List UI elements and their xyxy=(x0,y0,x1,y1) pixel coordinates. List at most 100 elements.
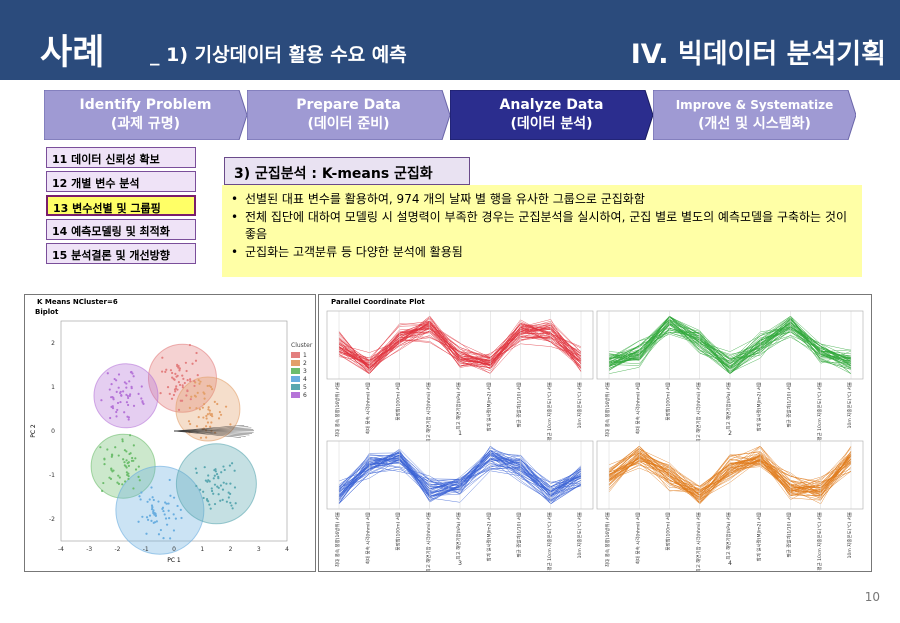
data-point xyxy=(210,487,213,490)
data-point xyxy=(175,385,178,388)
data-point xyxy=(125,382,128,385)
data-point xyxy=(182,377,185,380)
data-point xyxy=(188,378,192,381)
biplot-ray xyxy=(173,425,245,432)
data-point xyxy=(115,410,118,414)
data-point xyxy=(161,356,164,359)
data-point xyxy=(159,528,163,532)
data-point xyxy=(121,440,124,443)
step-prepare-data[interactable]: Prepare Data (데이터 준비) xyxy=(247,90,450,140)
data-point xyxy=(106,448,109,451)
process-steps: Identify Problem (과제 규명) Prepare Data (데… xyxy=(44,90,856,140)
data-point xyxy=(233,486,237,489)
header-title: 사례 xyxy=(40,33,105,73)
data-point xyxy=(177,408,181,411)
data-point xyxy=(180,516,183,520)
data-point xyxy=(229,482,232,485)
parallel-axis-label: 평균 10cm 지중온도(℃) 서울 xyxy=(546,382,553,441)
data-point xyxy=(228,464,232,467)
data-point xyxy=(140,385,143,388)
parallel-subplot-label: 2 xyxy=(728,430,732,437)
data-point xyxy=(217,486,220,489)
data-point xyxy=(132,375,135,378)
data-point xyxy=(203,466,206,469)
data-point xyxy=(204,425,208,428)
menu-item-14[interactable]: 14 예측모델링 및 최적화 xyxy=(46,219,196,240)
data-point xyxy=(207,408,210,411)
data-point xyxy=(110,453,114,456)
data-point xyxy=(199,488,202,491)
data-point xyxy=(199,436,203,439)
data-point xyxy=(205,417,208,420)
legend-label: 5 xyxy=(303,384,307,391)
data-point xyxy=(123,381,126,384)
data-point xyxy=(119,400,122,404)
menu-item-11[interactable]: 11 데이터 신뢰성 확보 xyxy=(46,147,196,168)
parallel-axis-label: 합계 일사량(MJ/m2) 서울 xyxy=(485,512,492,561)
data-point xyxy=(190,395,193,398)
data-point xyxy=(194,359,198,362)
step-title: Improve & Systematize xyxy=(675,98,834,112)
parallel-axis-label: 최고 해면기압 시각(hhmi) 서울 xyxy=(695,512,702,571)
kmeans-panel: K Means NCluster=6 Biplot -4 -3 -2 -1 0 1 2 3 4 2… xyxy=(24,294,316,572)
data-point xyxy=(116,401,120,405)
data-point xyxy=(229,492,232,495)
data-point xyxy=(168,517,171,520)
data-point xyxy=(209,425,212,428)
data-point xyxy=(140,397,143,400)
data-point xyxy=(203,397,206,400)
data-point xyxy=(164,517,168,520)
step-improve-systematize[interactable]: Improve & Systematize (개선 및 시스템화) xyxy=(653,90,856,140)
data-point xyxy=(211,415,214,418)
step-identify-problem[interactable]: Identify Problem (과제 규명) xyxy=(44,90,247,140)
data-point xyxy=(125,459,128,462)
data-point xyxy=(214,470,217,473)
data-point xyxy=(189,422,192,426)
data-point xyxy=(126,403,130,407)
data-point xyxy=(100,399,103,402)
parallel-axis-label: 합계 일사량(MJ/m2) 서울 xyxy=(755,382,762,431)
data-point xyxy=(217,417,221,420)
parallel-plot-chart: 최대 풍속 풍향(16방위) 서울 최대 풍속 시각(hhmi) 서울 풍정합(10… xyxy=(326,310,864,573)
data-point xyxy=(213,483,217,486)
data-point xyxy=(173,388,177,391)
data-point xyxy=(157,533,161,536)
data-point xyxy=(132,404,136,407)
data-point xyxy=(129,371,133,374)
data-point xyxy=(142,402,145,405)
step-title: Identify Problem xyxy=(79,97,212,113)
menu-item-13[interactable]: 13 변수선별 및 그룹핑 xyxy=(46,195,196,216)
data-point xyxy=(148,514,152,517)
parallel-axis-label: 평균 증발계(1/10) 서울 xyxy=(786,512,793,557)
parallel-axis-label: 최고 해면기압(hPa) 서울 xyxy=(455,512,462,560)
data-point xyxy=(126,461,129,465)
step-analyze-data[interactable]: Analyze Data (데이터 분석) xyxy=(450,90,653,140)
data-point xyxy=(186,389,189,392)
data-point xyxy=(206,480,209,483)
data-point xyxy=(170,397,174,400)
data-point xyxy=(205,498,209,501)
data-point xyxy=(219,413,223,416)
x-axis-label: PC 1 xyxy=(167,557,181,564)
data-point xyxy=(132,444,135,447)
data-point xyxy=(117,386,120,389)
data-point xyxy=(111,470,114,473)
data-point xyxy=(203,392,206,395)
data-point xyxy=(153,521,157,524)
parallel-axis-label: 평균 증발계(1/10) 서울 xyxy=(516,512,523,557)
data-point xyxy=(227,491,230,494)
data-point xyxy=(204,479,207,482)
parallel-axis-label: 풍정합(100m) 서울 xyxy=(665,382,672,421)
menu-item-15[interactable]: 15 분석결론 및 개선방향 xyxy=(46,243,196,264)
data-point xyxy=(131,456,134,460)
data-point xyxy=(130,385,133,388)
data-point xyxy=(227,496,230,499)
menu-item-12[interactable]: 12 개별 변수 분석 xyxy=(46,171,196,192)
biplot-ray xyxy=(173,430,250,436)
data-point xyxy=(207,479,210,482)
cluster-region xyxy=(115,465,205,555)
data-point xyxy=(206,384,209,388)
data-point xyxy=(127,418,130,421)
data-point xyxy=(148,498,151,501)
